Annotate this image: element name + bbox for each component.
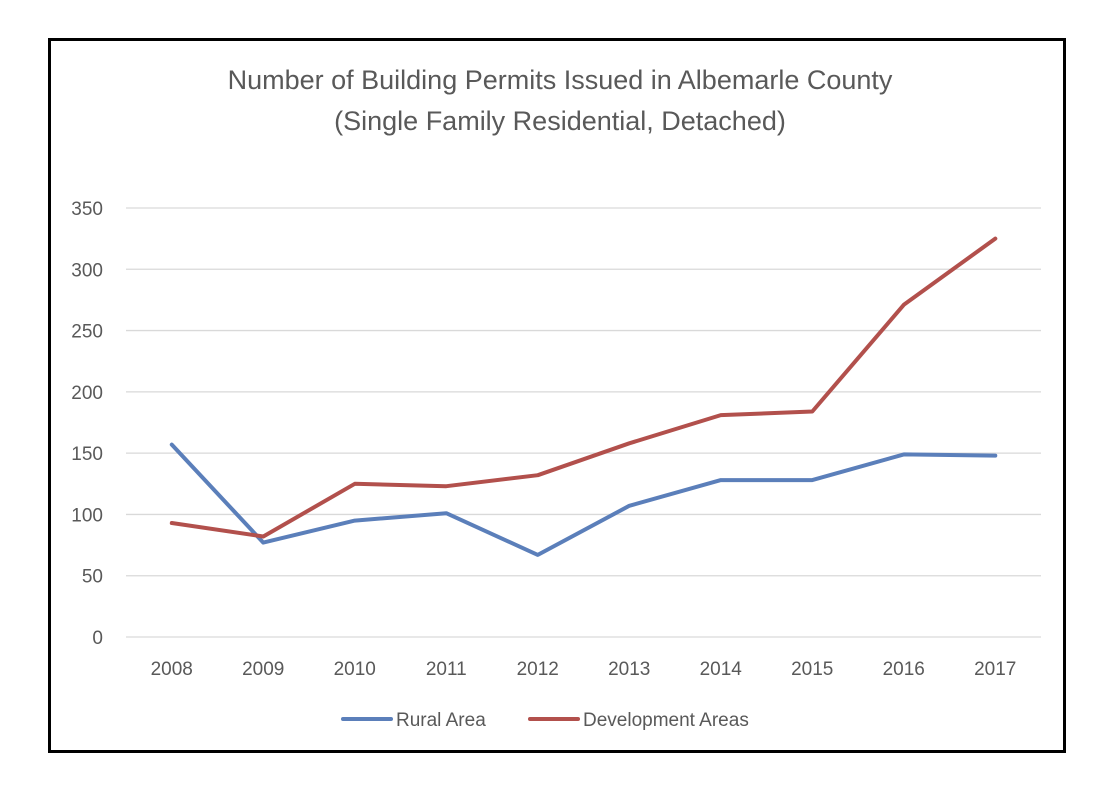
- x-tick-label: 2011: [426, 659, 467, 680]
- x-tick-label: 2015: [791, 659, 833, 680]
- legend-label-rural-area: Rural Area: [396, 710, 486, 731]
- series-line-rural-area: [169, 442, 998, 557]
- y-tick-label: 300: [71, 260, 103, 281]
- gridlines: [126, 207, 1041, 638]
- series-line-development-areas: [169, 236, 998, 539]
- y-tick-label: 50: [82, 567, 103, 588]
- line-chart: Number of Building Permits Issued in Alb…: [71, 65, 1041, 731]
- x-axis-ticks: 2008 2009 2010 2011 2012 2013 2014 2015 2016 2017: [151, 659, 1017, 680]
- y-tick-label: 350: [71, 199, 103, 220]
- x-tick-label: 2010: [334, 659, 376, 680]
- y-tick-label: 250: [71, 322, 103, 343]
- legend-label-development-areas: Development Areas: [583, 710, 749, 731]
- x-tick-label: 2014: [700, 659, 743, 680]
- chart-subtitle: (Single Family Residential, Detached): [334, 106, 786, 136]
- x-tick-label: 2009: [242, 659, 284, 680]
- y-axis-ticks: 0 50 100 150 200 250 300 350: [71, 199, 103, 649]
- y-tick-label: 200: [71, 383, 103, 404]
- series-lines: [169, 236, 998, 557]
- x-tick-label: 2012: [517, 659, 559, 680]
- chart-title: Number of Building Permits Issued in Alb…: [228, 65, 893, 95]
- legend: Rural Area Development Areas: [341, 710, 749, 731]
- x-tick-label: 2008: [151, 659, 193, 680]
- x-tick-label: 2016: [883, 659, 925, 680]
- x-tick-label: 2017: [974, 659, 1016, 680]
- y-tick-label: 100: [71, 505, 103, 526]
- x-tick-label: 2013: [608, 659, 650, 680]
- chart-frame: Number of Building Permits Issued in Alb…: [48, 38, 1066, 753]
- y-tick-label: 0: [92, 628, 103, 649]
- y-tick-label: 150: [71, 444, 103, 465]
